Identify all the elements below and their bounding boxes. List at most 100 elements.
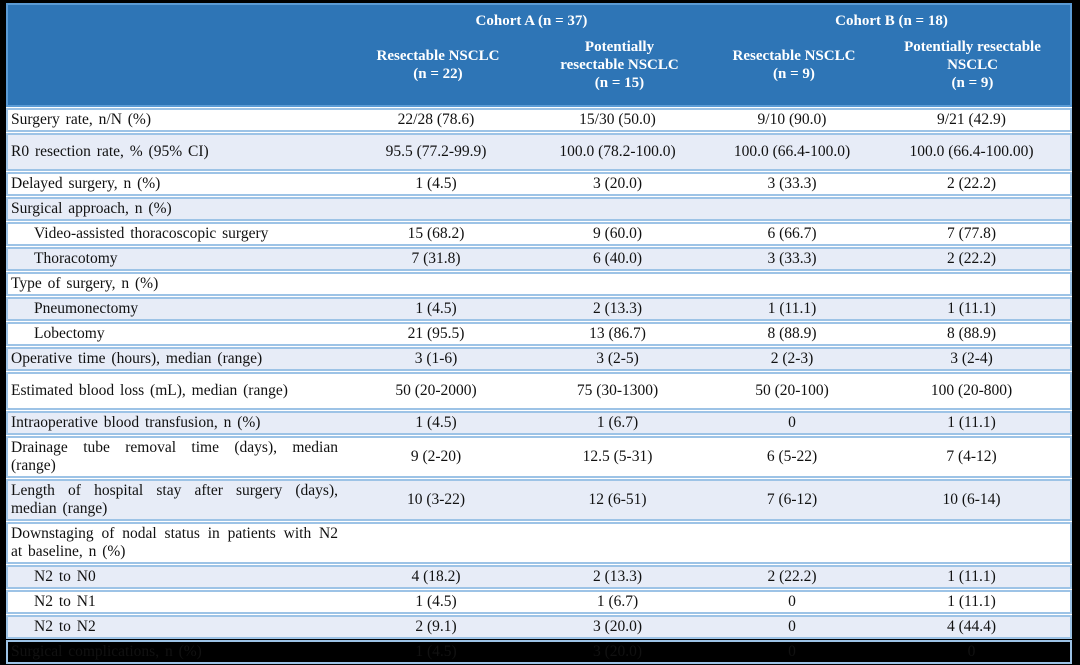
table-row: Pneumonectomy 1 (4.5) 2 (13.3) 1 (11.1) 1 (1… xyxy=(6,297,1072,321)
row-label: Downstaging of nodal status in patients … xyxy=(6,522,348,564)
cell-value: 0 xyxy=(873,640,1072,664)
table-row: N2 to N2 2 (9.1) 3 (20.0) 0 4 (44.4) xyxy=(6,615,1072,639)
cell-value: 6 (66.7) xyxy=(711,222,873,246)
cell-value: 1 (11.1) xyxy=(873,411,1072,435)
row-label: Surgery rate, n/N (%) xyxy=(6,108,348,132)
cell-value: 9 (60.0) xyxy=(524,222,711,246)
row-label: R0 resection rate, % (95% CI) xyxy=(6,133,348,171)
row-label: Surgical complications, n (%) xyxy=(6,640,348,664)
table-row: Video-assisted thoracoscopic surgery 15 (… xyxy=(6,222,1072,246)
table-row: R0 resection rate, % (95% CI) 95.5 (77.2-… xyxy=(6,133,1072,171)
cell-value: 7 (77.8) xyxy=(873,222,1072,246)
cell-value: 6 (40.0) xyxy=(524,247,711,271)
cell-value: 2 (9.1) xyxy=(348,615,524,639)
table-row: Lobectomy 21 (95.5) 13 (86.7) 8 (88.9) 8 (88… xyxy=(6,322,1072,346)
cell-value: 3 (2-4) xyxy=(873,347,1072,371)
table-body: Surgery rate, n/N (%) 22/28 (78.6) 15/30 (… xyxy=(6,108,1072,664)
cell-value xyxy=(348,272,524,296)
table-row: Downstaging of nodal status in patients … xyxy=(6,522,1072,564)
cell-value: 1 (4.5) xyxy=(348,172,524,196)
table-row: Surgical approach, n (%) xyxy=(6,197,1072,221)
column-header-potentially-resectable-b: Potentially resectable NSCLC (n = 9) xyxy=(904,38,1041,91)
row-label: N2 to N0 xyxy=(6,565,348,589)
cell-value: 1 (11.1) xyxy=(711,297,873,321)
cell-value: 10 (6-14) xyxy=(873,479,1072,521)
table-row: Operative time (hours), median (range) 3 … xyxy=(6,347,1072,371)
cell-value: 1 (4.5) xyxy=(348,590,524,614)
cell-value: 6 (5-22) xyxy=(711,436,873,478)
cell-value: 3 (1-6) xyxy=(348,347,524,371)
table-row: Type of surgery, n (%) xyxy=(6,272,1072,296)
column-header-potentially-resectable-a: Potentially resectable NSCLC (n = 15) xyxy=(560,38,679,91)
table-row: Drainage tube removal time (days), media… xyxy=(6,436,1072,478)
table-row: Estimated blood loss (mL), median (range… xyxy=(6,372,1072,410)
cell-value: 22/28 (78.6) xyxy=(348,108,524,132)
cell-value xyxy=(348,197,524,221)
table-row: Delayed surgery, n (%) 1 (4.5) 3 (20.0) 3 (… xyxy=(6,172,1072,196)
cell-value: 1 (4.5) xyxy=(348,411,524,435)
cell-value xyxy=(524,272,711,296)
cell-value: 1 (6.7) xyxy=(524,590,711,614)
cell-value xyxy=(873,272,1072,296)
cohort-a-title: Cohort A (n = 37) xyxy=(475,12,588,29)
row-label: Pneumonectomy xyxy=(6,297,348,321)
cell-value: 2 (2-3) xyxy=(711,347,873,371)
cell-value: 9/21 (42.9) xyxy=(873,108,1072,132)
cell-value: 0 xyxy=(711,411,873,435)
cell-value: 100.0 (78.2-100.0) xyxy=(524,133,711,171)
cell-value: 3 (20.0) xyxy=(524,615,711,639)
paper-table: Cohort A (n = 37) Cohort B (n = 18) Rese… xyxy=(6,3,1072,664)
cell-value: 1 (6.7) xyxy=(524,411,711,435)
cell-value xyxy=(524,522,711,564)
cell-value: 3 (20.0) xyxy=(524,640,711,664)
cell-value: 2 (22.2) xyxy=(711,565,873,589)
cell-value: 9/10 (90.0) xyxy=(711,108,873,132)
cell-value: 0 xyxy=(711,640,873,664)
table-row: N2 to N1 1 (4.5) 1 (6.7) 0 1 (11.1) xyxy=(6,590,1072,614)
cell-value: 50 (20-100) xyxy=(711,372,873,410)
cell-value: 2 (13.3) xyxy=(524,297,711,321)
row-label: Type of surgery, n (%) xyxy=(6,272,348,296)
cell-value: 21 (95.5) xyxy=(348,322,524,346)
cell-value: 7 (6-12) xyxy=(711,479,873,521)
cell-value: 75 (30-1300) xyxy=(524,372,711,410)
column-header-resectable-a: Resectable NSCLC (n = 22) xyxy=(376,47,500,82)
header-spacer xyxy=(8,5,350,105)
cell-value: 2 (22.2) xyxy=(873,247,1072,271)
cell-value: 8 (88.9) xyxy=(711,322,873,346)
row-label: Surgical approach, n (%) xyxy=(6,197,348,221)
row-label: Lobectomy xyxy=(6,322,348,346)
cell-value: 3 (33.3) xyxy=(711,172,873,196)
cell-value xyxy=(348,522,524,564)
outcomes-table: Surgery rate, n/N (%) 22/28 (78.6) 15/30 (… xyxy=(6,107,1072,665)
cell-value: 1 (4.5) xyxy=(348,640,524,664)
cell-value: 4 (44.4) xyxy=(873,615,1072,639)
cell-value: 3 (33.3) xyxy=(711,247,873,271)
cell-value: 12 (6-51) xyxy=(524,479,711,521)
cell-value xyxy=(873,522,1072,564)
cell-value: 2 (22.2) xyxy=(873,172,1072,196)
cell-value xyxy=(524,197,711,221)
row-label: Operative time (hours), median (range) xyxy=(6,347,348,371)
cohort-b-title: Cohort B (n = 18) xyxy=(835,12,948,29)
cell-value: 50 (20-2000) xyxy=(348,372,524,410)
table-row: Surgical complications, n (%) 1 (4.5) 3 (2… xyxy=(6,640,1072,664)
cell-value: 0 xyxy=(711,590,873,614)
row-label: Thoracotomy xyxy=(6,247,348,271)
cell-value: 10 (3-22) xyxy=(348,479,524,521)
column-header-resectable-b: Resectable NSCLC (n = 9) xyxy=(732,47,856,82)
cell-value xyxy=(711,197,873,221)
cell-value: 1 (11.1) xyxy=(873,590,1072,614)
cell-value: 8 (88.9) xyxy=(873,322,1072,346)
table-row: Thoracotomy 7 (31.8) 6 (40.0) 3 (33.3) 2 (22… xyxy=(6,247,1072,271)
cell-value: 0 xyxy=(711,615,873,639)
cell-value: 12.5 (5-31) xyxy=(524,436,711,478)
table-row: Surgery rate, n/N (%) 22/28 (78.6) 15/30 (… xyxy=(6,108,1072,132)
cell-value: 2 (13.3) xyxy=(524,565,711,589)
cell-value: 4 (18.2) xyxy=(348,565,524,589)
cell-value xyxy=(873,197,1072,221)
row-label: Video-assisted thoracoscopic surgery xyxy=(6,222,348,246)
cell-value: 15 (68.2) xyxy=(348,222,524,246)
cell-value: 1 (11.1) xyxy=(873,565,1072,589)
cell-value: 100.0 (66.4-100.0) xyxy=(711,133,873,171)
